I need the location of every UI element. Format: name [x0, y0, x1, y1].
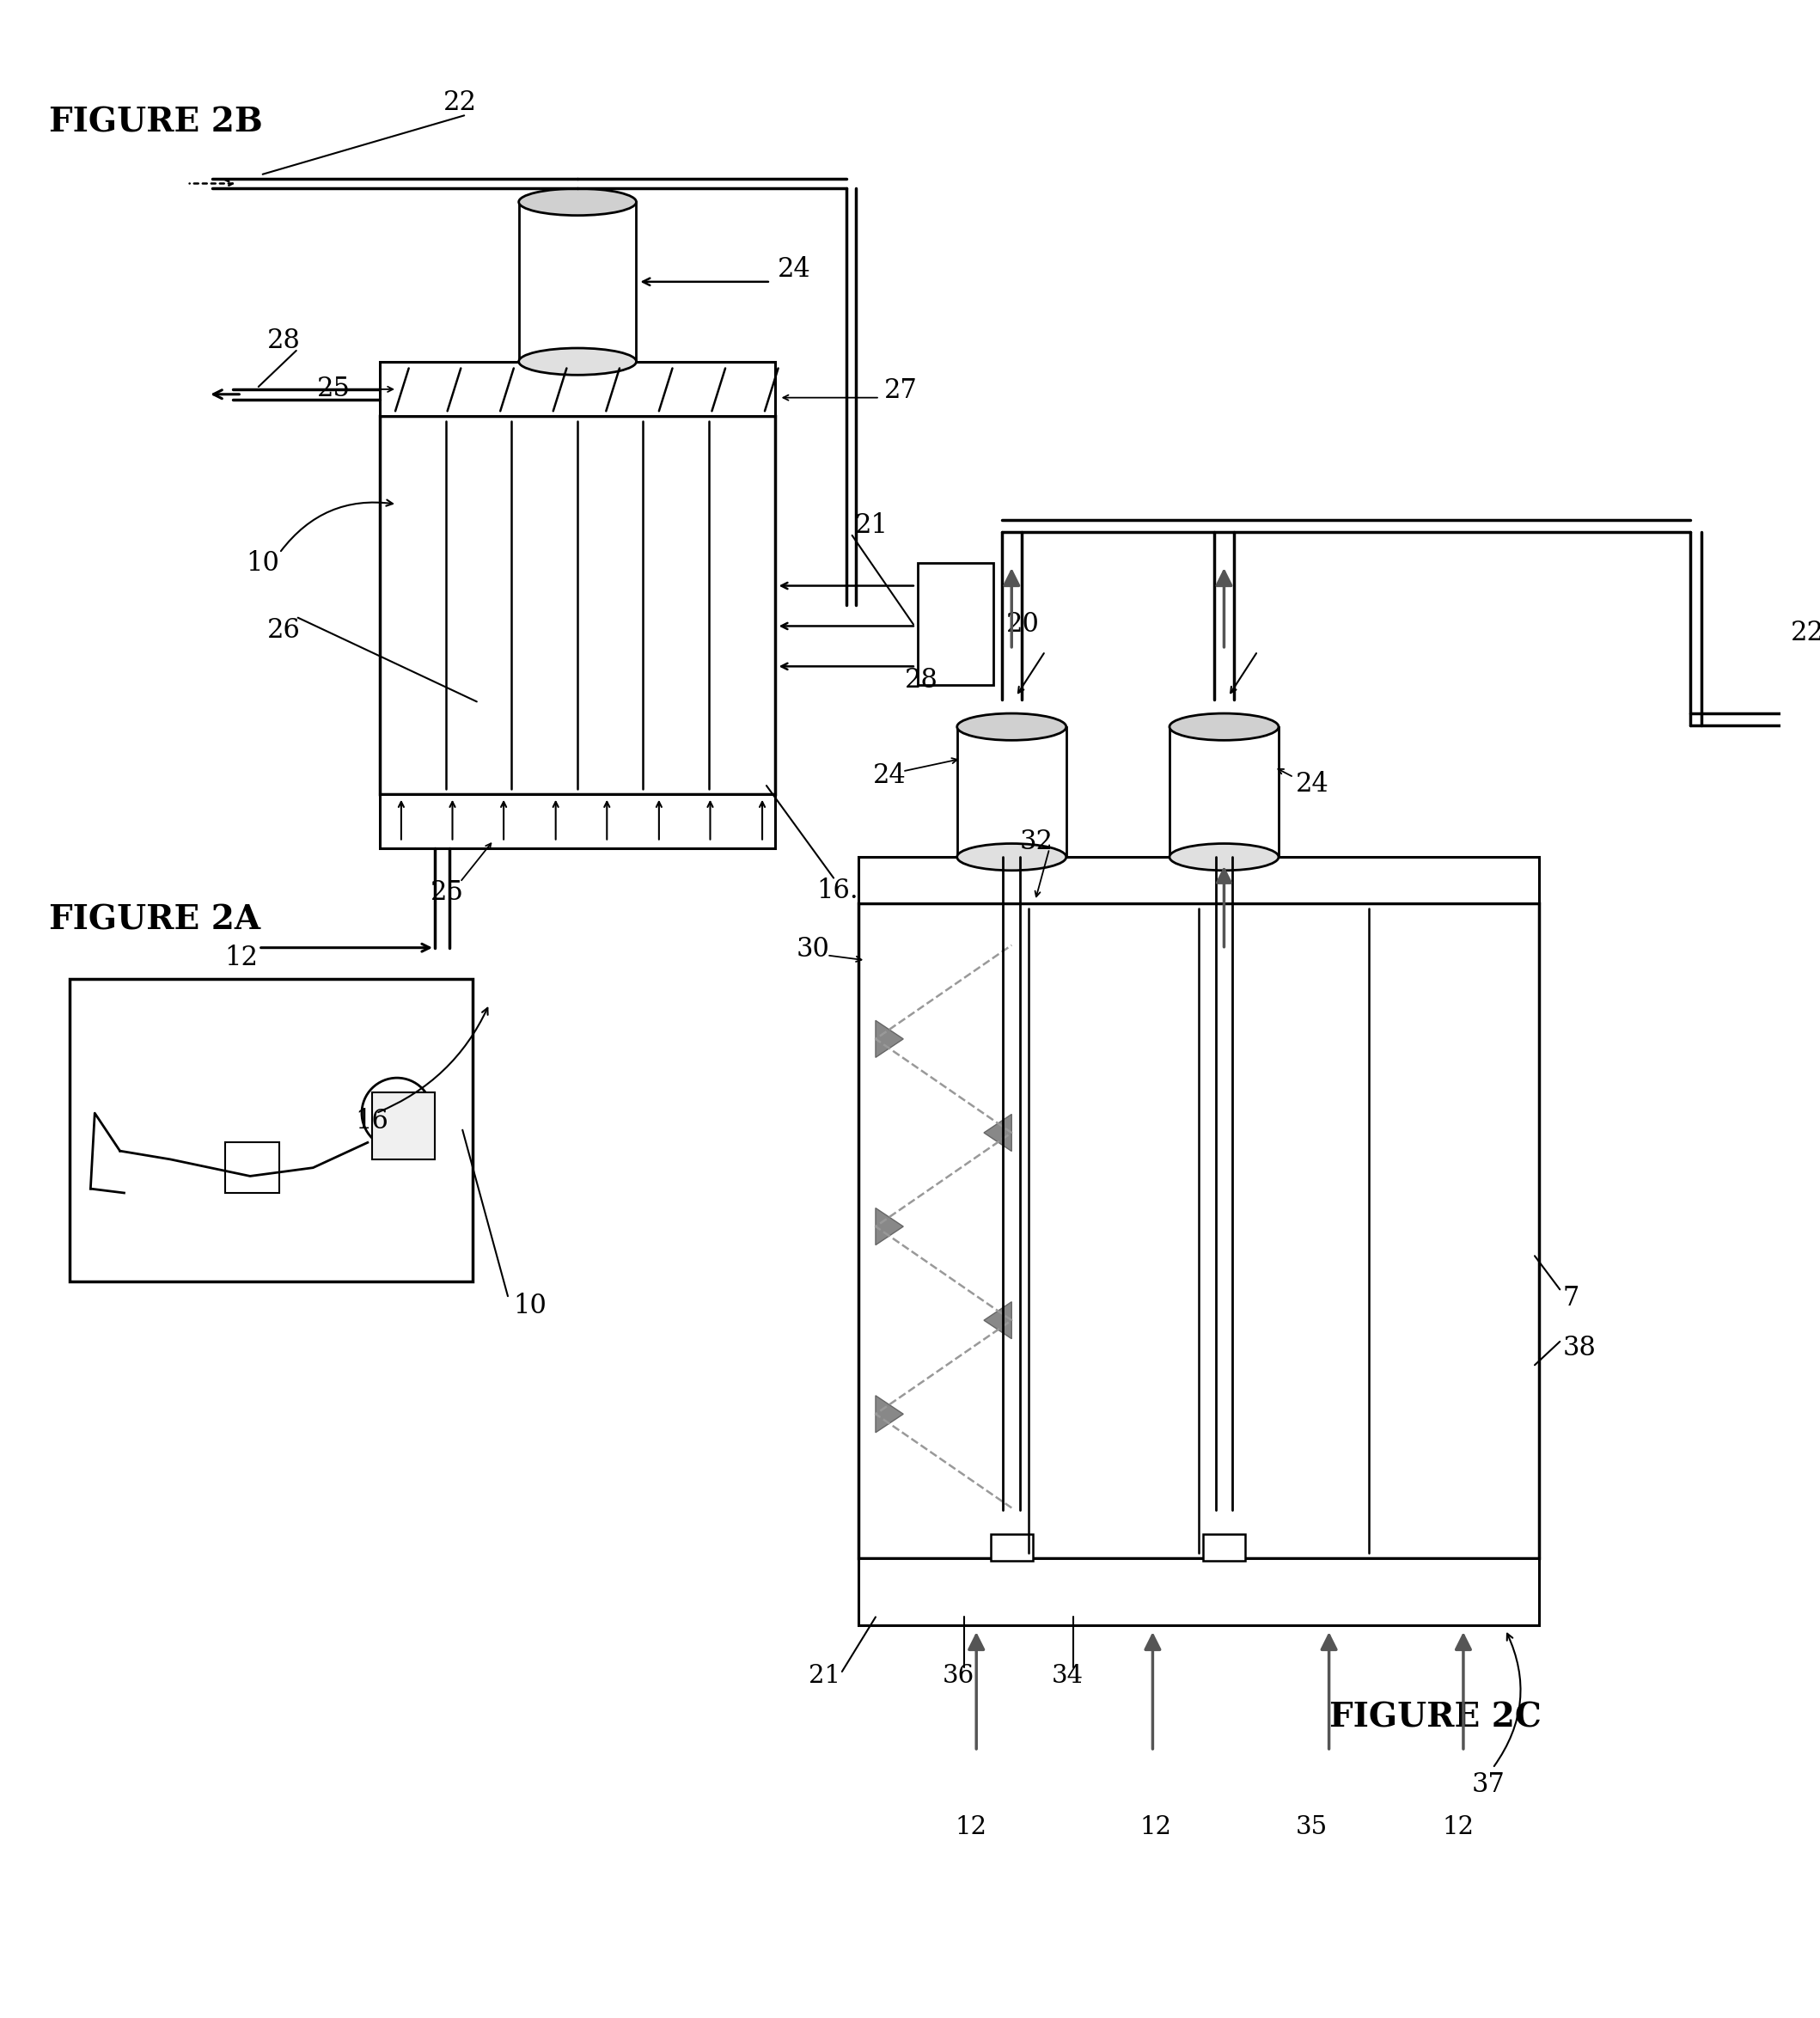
Text: 10: 10 — [246, 549, 278, 577]
Text: 21: 21 — [855, 513, 888, 539]
Bar — [957, 726, 1067, 858]
Ellipse shape — [1170, 844, 1279, 870]
Bar — [226, 1142, 280, 1193]
Text: 16: 16 — [355, 1108, 388, 1134]
Text: FIGURE 2A: FIGURE 2A — [49, 904, 260, 936]
Text: 16.: 16. — [817, 878, 859, 904]
Text: 35: 35 — [1296, 1814, 1327, 1838]
Ellipse shape — [519, 347, 637, 375]
Text: 24: 24 — [777, 256, 810, 283]
Text: 24: 24 — [874, 763, 906, 789]
Bar — [380, 416, 775, 793]
Text: 25: 25 — [431, 880, 464, 906]
Text: 7: 7 — [1562, 1285, 1580, 1312]
Ellipse shape — [957, 714, 1067, 741]
Bar — [917, 563, 994, 684]
Polygon shape — [985, 1114, 1012, 1150]
Text: 24: 24 — [1296, 771, 1329, 797]
Ellipse shape — [957, 844, 1067, 870]
Text: 34: 34 — [1052, 1663, 1085, 1687]
Text: 30: 30 — [795, 936, 830, 963]
Text: 21: 21 — [808, 1663, 841, 1687]
Text: 22: 22 — [444, 89, 477, 117]
Polygon shape — [985, 1302, 1012, 1338]
Polygon shape — [875, 1396, 903, 1433]
Text: 36: 36 — [943, 1663, 976, 1687]
Text: 32: 32 — [1019, 829, 1054, 856]
Text: 37: 37 — [1472, 1772, 1505, 1798]
Bar — [1170, 726, 1279, 858]
Ellipse shape — [519, 188, 637, 216]
Text: 10: 10 — [513, 1294, 546, 1320]
Bar — [371, 1092, 435, 1158]
Text: 27: 27 — [885, 377, 917, 404]
Text: 12: 12 — [226, 944, 258, 971]
Text: 20: 20 — [1006, 611, 1039, 638]
Text: FIGURE 2C: FIGURE 2C — [1329, 1701, 1542, 1733]
Bar — [990, 1534, 1032, 1560]
Text: 12: 12 — [956, 1814, 986, 1838]
Bar — [859, 904, 1540, 1558]
Bar — [380, 361, 775, 416]
Text: 38: 38 — [1562, 1336, 1596, 1362]
Bar — [519, 202, 637, 361]
Text: 22: 22 — [1791, 620, 1820, 646]
Text: FIGURE 2B: FIGURE 2B — [49, 105, 262, 139]
Text: 25: 25 — [317, 375, 351, 402]
Bar — [69, 979, 473, 1281]
Text: 26: 26 — [268, 618, 300, 644]
Polygon shape — [875, 1021, 903, 1057]
Polygon shape — [875, 1209, 903, 1245]
Text: 28: 28 — [905, 668, 939, 694]
Bar — [1203, 1534, 1245, 1560]
Text: 28: 28 — [268, 327, 300, 353]
Bar — [380, 793, 775, 850]
Bar — [859, 1558, 1540, 1624]
Ellipse shape — [1170, 714, 1279, 741]
Text: 12: 12 — [1139, 1814, 1172, 1838]
Text: 12: 12 — [1441, 1814, 1474, 1838]
Bar — [859, 858, 1540, 904]
